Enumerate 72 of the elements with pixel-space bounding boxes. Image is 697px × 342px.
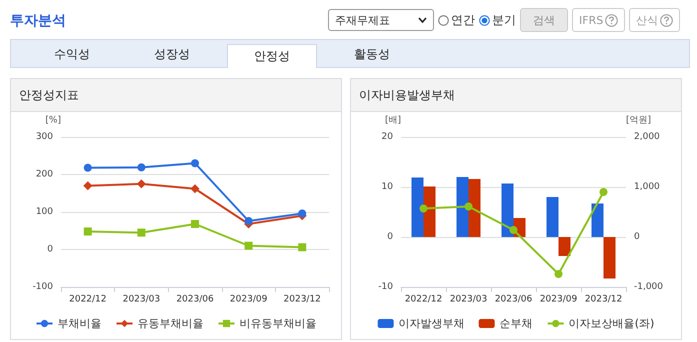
point: [136, 179, 146, 188]
bar: [546, 197, 558, 237]
point: [191, 159, 199, 168]
y-tick-label: 20: [382, 132, 394, 142]
point: [191, 220, 199, 228]
x-tick-label: 2023/03: [122, 294, 160, 304]
y-axis-title: [%]: [45, 116, 61, 126]
text: IFRS: [572, 8, 626, 32]
x-tick-label: 2023/06: [176, 294, 214, 304]
bar: [558, 237, 570, 256]
bar: [592, 204, 604, 237]
point: [137, 163, 146, 172]
chart-title: 안정성지표: [11, 79, 341, 112]
y-tick-label: -100: [32, 282, 54, 292]
text: 주재무제표: [335, 12, 390, 28]
legend-label: 부채비율: [58, 317, 102, 330]
y-tick-label: 0: [47, 244, 54, 254]
point: [244, 242, 253, 250]
point: [298, 210, 306, 218]
y-tick-label: 100: [36, 207, 54, 217]
point: [420, 204, 428, 212]
point: [298, 243, 306, 252]
point: [244, 217, 253, 225]
legend-label: 이자발생부채: [398, 317, 465, 330]
y-tick-label: 300: [36, 132, 54, 142]
legend-label: 순부채: [500, 317, 533, 330]
text: 안정성: [227, 44, 317, 68]
y-axis-title: [배]: [384, 116, 401, 126]
point: [190, 184, 200, 194]
legend-label: 유동부채비율: [138, 317, 204, 330]
x-tick-label: 2023/03: [450, 294, 488, 304]
x-tick-label: 2022/12: [404, 294, 442, 304]
x-tick-label: 2023/09: [230, 294, 268, 304]
bar: [468, 179, 480, 237]
x-tick-label: 2023/12: [284, 294, 321, 304]
text: 수익성: [53, 46, 91, 63]
bar: [456, 177, 468, 237]
y2-tick-label: 0: [634, 232, 640, 242]
point: [464, 202, 472, 210]
text: 연간: [450, 12, 475, 28]
y2-axis-title: [억원]: [626, 116, 652, 126]
chart-title: 이자비용발생부채: [351, 79, 681, 112]
x-tick-label: 2023/12: [584, 294, 622, 304]
text: 분기: [491, 12, 516, 28]
bar: [604, 237, 616, 278]
text: 산식: [629, 8, 680, 32]
bar: [502, 184, 514, 237]
point: [83, 181, 92, 190]
y2-tick-label: 1,000: [634, 182, 660, 192]
point: [510, 226, 518, 234]
point: [84, 164, 92, 172]
text: 활동성: [353, 46, 391, 63]
y-tick-label: 0: [387, 232, 394, 242]
y-tick-label: 10: [382, 182, 394, 192]
point: [554, 270, 562, 278]
point: [137, 228, 146, 237]
legend-label: 이자보상배율(좌): [568, 317, 654, 330]
text: 투자분석: [10, 12, 66, 30]
point: [84, 228, 92, 236]
point: [600, 188, 608, 196]
bar: [412, 178, 424, 237]
text: 성장성: [153, 46, 191, 63]
legend-label: 비유동부채비율: [240, 317, 316, 330]
x-tick-label: 2023/09: [540, 294, 578, 304]
y-tick-label: 200: [36, 170, 54, 180]
y2-tick-label: -1,000: [634, 282, 664, 292]
y-tick-label: -10: [378, 282, 394, 292]
x-tick-label: 2022/12: [69, 294, 106, 304]
x-tick-label: 2023/06: [494, 294, 532, 304]
y2-tick-label: 2,000: [634, 132, 660, 142]
bar: [424, 186, 436, 237]
text: 검색: [520, 8, 568, 32]
